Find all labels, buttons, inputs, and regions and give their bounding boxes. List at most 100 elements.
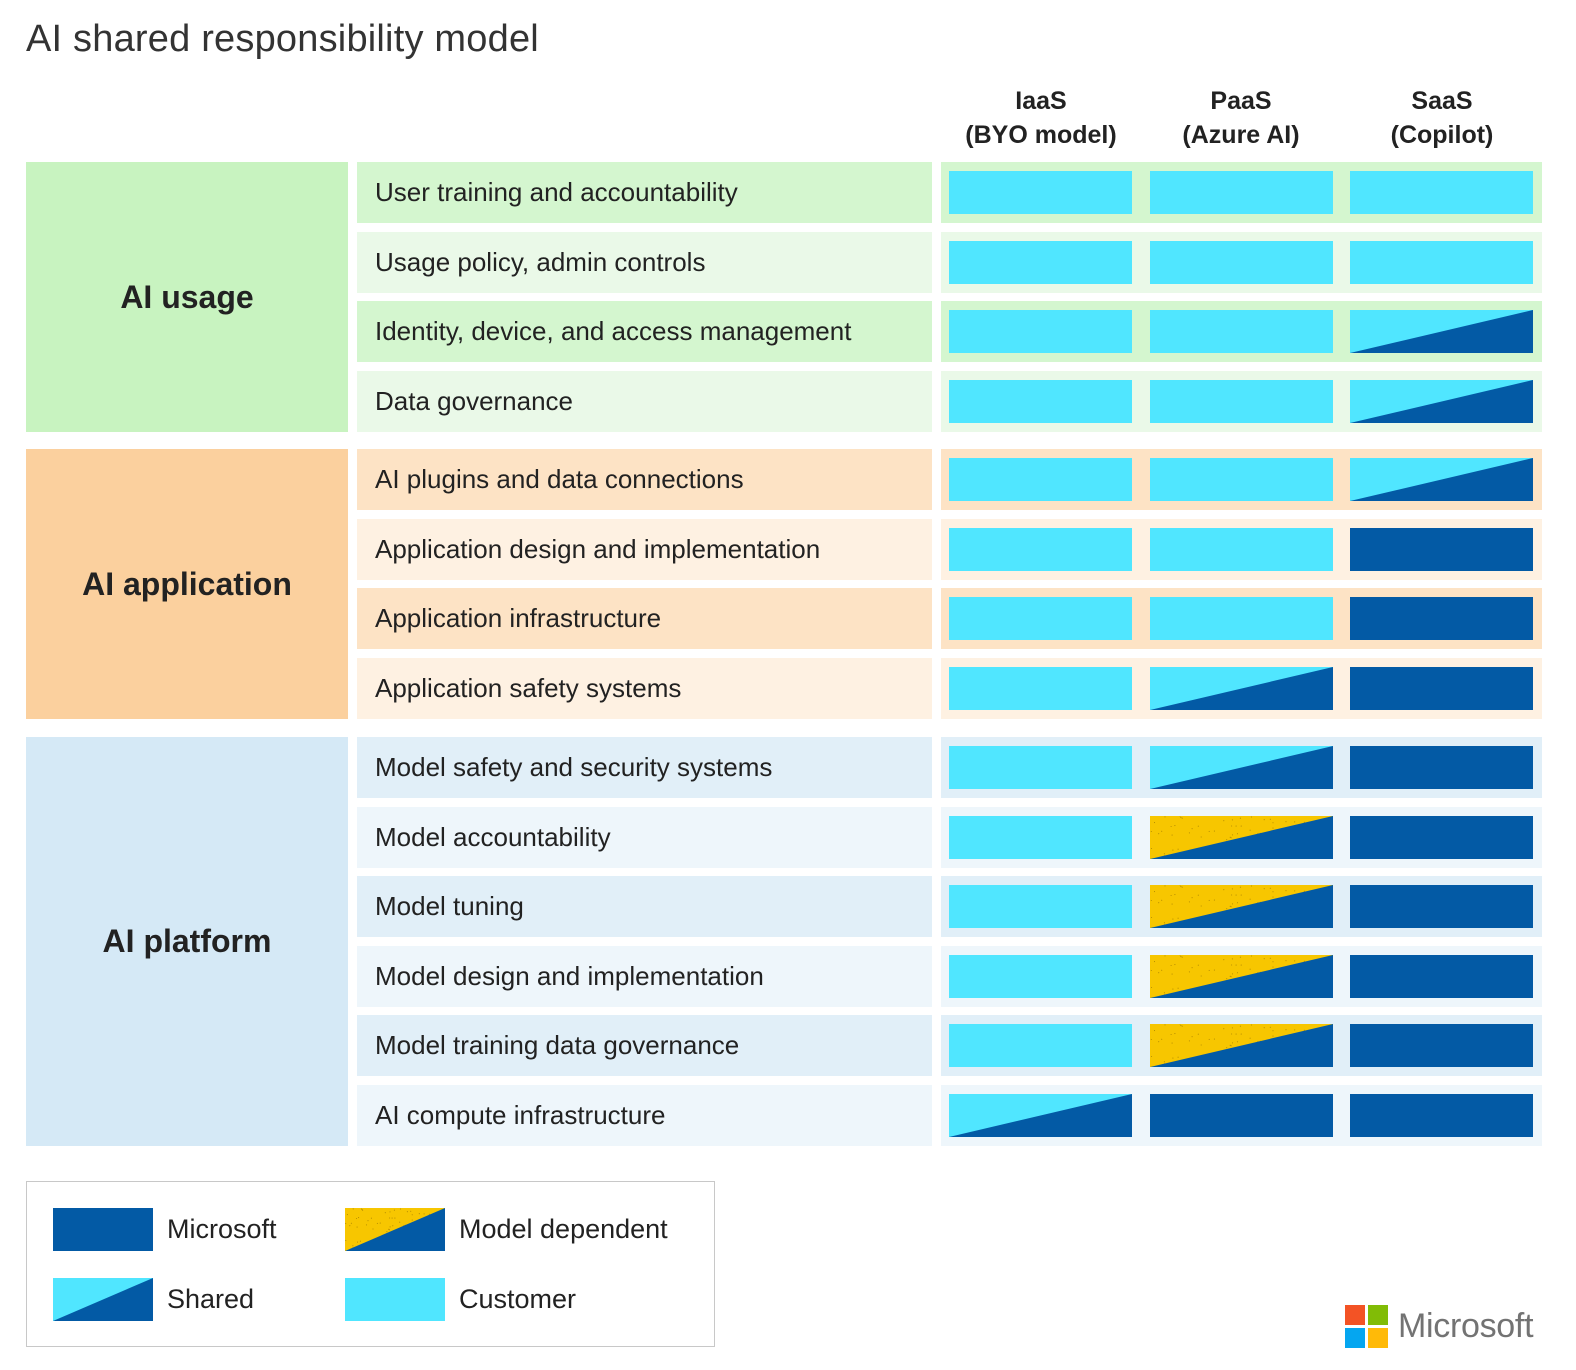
customer-cell: [1150, 241, 1333, 284]
customer-cell: [949, 241, 1132, 284]
column-header-iaas-line1: IaaS: [1015, 87, 1067, 115]
legend-label-shared: Shared: [167, 1284, 255, 1314]
column-header-saas-line2: (Copilot): [1390, 121, 1494, 149]
customer-cell: [1150, 458, 1333, 501]
customer-cell: [949, 667, 1132, 710]
microsoft-cell: [1350, 667, 1533, 710]
group-ai-application: AI application: [26, 449, 348, 719]
row-cells: [941, 371, 1542, 432]
customer-cell: [1350, 241, 1533, 284]
row-label: Application design and implementation: [357, 519, 932, 580]
page-title: AI shared responsibility model: [26, 18, 539, 60]
column-header-paas: PaaS (Azure AI): [1141, 84, 1341, 152]
column-header-paas-line1: PaaS: [1210, 87, 1272, 115]
shared-cell: [1350, 310, 1533, 353]
logo-square-green: [1368, 1305, 1388, 1325]
group-ai-platform: AI platform: [26, 737, 348, 1146]
microsoft-cell: [1350, 816, 1533, 859]
row-cells: [941, 807, 1542, 868]
customer-cell: [1150, 310, 1333, 353]
microsoft-cell: [1350, 1094, 1533, 1137]
logo-square-blue: [1345, 1328, 1365, 1348]
row-label: Usage policy, admin controls: [357, 232, 932, 293]
model-dependent-cell: [1150, 885, 1333, 928]
row-cells: [941, 876, 1542, 937]
model-dependent-cell: [1150, 1024, 1333, 1067]
row-cells: [941, 162, 1542, 223]
shared-swatch-icon: [53, 1278, 153, 1321]
microsoft-wordmark: Microsoft: [1398, 1307, 1534, 1345]
logo-square-yellow: [1368, 1328, 1388, 1348]
legend-item-model-dependent: Model dependent: [345, 1208, 668, 1251]
customer-cell: [949, 310, 1132, 353]
row-label: Model tuning: [357, 876, 932, 937]
microsoft-cell: [1150, 1094, 1333, 1137]
model-dependent-cell: [1150, 955, 1333, 998]
legend-item-customer: Customer: [345, 1278, 576, 1321]
row-cells: [941, 301, 1542, 362]
row-cells: [941, 232, 1542, 293]
customer-cell: [949, 746, 1132, 789]
customer-cell: [1150, 597, 1333, 640]
row-label: Data governance: [357, 371, 932, 432]
legend-label-customer: Customer: [459, 1284, 577, 1314]
row-label: Model safety and security systems: [357, 737, 932, 798]
shared-cell: [1350, 458, 1533, 501]
microsoft-cell: [1350, 1024, 1533, 1067]
legend: Microsoft Model dependent Shared Custome…: [26, 1181, 715, 1347]
customer-cell: [949, 171, 1132, 214]
model-dependent-swatch-icon: [345, 1208, 445, 1251]
customer-swatch-icon: [345, 1278, 445, 1321]
model-dependent-cell: [1150, 816, 1333, 859]
customer-cell: [949, 885, 1132, 928]
microsoft-swatch-icon: [53, 1208, 153, 1251]
customer-cell: [1150, 380, 1333, 423]
customer-cell: [949, 380, 1132, 423]
column-header-iaas: IaaS (BYO model): [941, 84, 1141, 152]
column-header-paas-line2: (Azure AI): [1182, 121, 1300, 149]
group-ai-application-label: AI application: [82, 565, 292, 602]
row-cells: [941, 1085, 1542, 1146]
row-label: AI compute infrastructure: [357, 1085, 932, 1146]
row-label: AI plugins and data connections: [357, 449, 932, 510]
row-cells: [941, 658, 1542, 719]
customer-cell: [949, 528, 1132, 571]
microsoft-cell: [1350, 885, 1533, 928]
row-cells: [941, 946, 1542, 1007]
legend-label-model-dependent: Model dependent: [459, 1214, 668, 1244]
customer-cell: [949, 458, 1132, 501]
row-label: Model design and implementation: [357, 946, 932, 1007]
microsoft-logo-icon: [1345, 1305, 1388, 1348]
logo-square-red: [1345, 1305, 1365, 1325]
row-label: Model accountability: [357, 807, 932, 868]
microsoft-logo: Microsoft: [1345, 1305, 1534, 1348]
customer-cell: [1350, 171, 1533, 214]
group-ai-platform-label: AI platform: [102, 923, 272, 959]
microsoft-cell: [1350, 597, 1533, 640]
shared-cell: [1150, 746, 1333, 789]
customer-cell: [1150, 528, 1333, 571]
customer-cell: [949, 597, 1132, 640]
customer-cell: [949, 1024, 1132, 1067]
row-label: User training and accountability: [357, 162, 932, 223]
shared-cell: [949, 1094, 1132, 1137]
row-cells: [941, 449, 1542, 510]
row-cells: [941, 588, 1542, 649]
customer-cell: [949, 816, 1132, 859]
customer-cell: [949, 955, 1132, 998]
row-cells: [941, 737, 1542, 798]
microsoft-cell: [1350, 528, 1533, 571]
microsoft-cell: [1350, 746, 1533, 789]
row-cells: [941, 519, 1542, 580]
row-cells: [941, 1015, 1542, 1076]
legend-label-microsoft: Microsoft: [167, 1214, 277, 1244]
customer-cell: [1150, 171, 1333, 214]
row-label: Identity, device, and access management: [357, 301, 932, 362]
legend-item-shared: Shared: [53, 1278, 254, 1321]
shared-cell: [1150, 667, 1333, 710]
shared-cell: [1350, 380, 1533, 423]
microsoft-cell: [1350, 955, 1533, 998]
legend-item-microsoft: Microsoft: [53, 1208, 277, 1251]
row-label: Application infrastructure: [357, 588, 932, 649]
group-ai-usage: AI usage: [26, 162, 348, 432]
